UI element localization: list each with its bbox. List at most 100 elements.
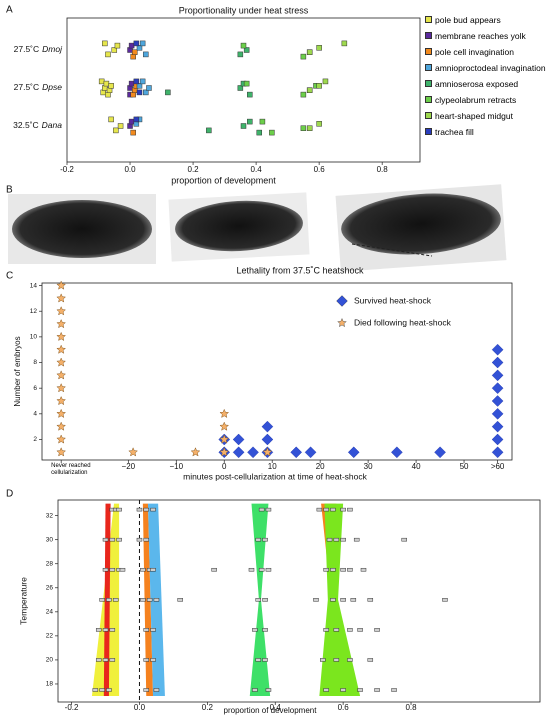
data-point [139, 40, 146, 47]
data-point [109, 537, 116, 542]
star-marker [56, 331, 67, 342]
embryo [341, 193, 501, 255]
diamond-marker [491, 433, 504, 446]
star-marker [219, 421, 230, 431]
data-point [316, 507, 323, 512]
data-point [150, 567, 156, 572]
data-point [340, 688, 346, 692]
plot-frame [57, 499, 541, 703]
embryo-images [8, 184, 507, 272]
data-point [330, 598, 336, 602]
y-tick-label: 32 [46, 512, 54, 519]
data-point [99, 598, 105, 602]
data-point [128, 80, 135, 87]
data-point [367, 658, 374, 662]
data-point [108, 116, 114, 123]
data-point [259, 118, 266, 125]
data-point [106, 688, 112, 692]
chart-title: Lethality from 37.5˚C heatshock [236, 265, 364, 275]
diamond-marker [261, 433, 274, 446]
data-point [347, 567, 353, 572]
data-point [350, 598, 357, 602]
data-point [143, 688, 150, 692]
data-point [177, 598, 183, 602]
y-tick-label: 26 [46, 584, 54, 591]
data-point [300, 53, 307, 60]
data-point [143, 628, 150, 632]
category-temperature: 32.5˚C [13, 120, 39, 130]
data-point [99, 688, 105, 692]
category-species: Dana [42, 120, 63, 130]
data-point [143, 537, 150, 542]
y-tick-label: 30 [46, 536, 54, 543]
star-marker [56, 434, 67, 444]
star-marker [128, 447, 139, 457]
data-point [95, 628, 102, 632]
x-tick-label: 0.4 [251, 165, 263, 174]
diamond-marker [491, 420, 504, 433]
x-tick-label: 30 [364, 462, 373, 471]
legend-label: amnioserosa exposed [435, 79, 519, 89]
x-tick-label: -0.2 [65, 703, 79, 712]
data-point [316, 45, 322, 51]
data-point [401, 537, 407, 542]
data-point [323, 567, 329, 572]
x-tick-label: 0.6 [314, 165, 326, 174]
legend-label: Died following heat-shock [354, 317, 452, 327]
data-point [247, 118, 253, 125]
panel-label: D [6, 489, 13, 500]
data-point [316, 83, 322, 89]
data-point [128, 42, 135, 49]
data-point [146, 598, 153, 602]
panel-label: B [6, 185, 13, 196]
data-point [320, 658, 326, 662]
y-tick-label: 2 [33, 436, 37, 443]
data-point [300, 91, 307, 98]
data-point [340, 567, 346, 572]
diamond-marker [391, 446, 403, 459]
y-tick-label: 4 [33, 411, 37, 418]
plot-frame [41, 282, 513, 461]
plot-frame [66, 17, 421, 163]
data-point [132, 49, 138, 55]
data-point [326, 537, 333, 542]
data-point [323, 688, 329, 692]
embryo [12, 200, 152, 258]
data-point [143, 51, 149, 58]
data-point [133, 78, 140, 85]
data-point [330, 507, 336, 512]
star-marker [56, 370, 67, 380]
panel-label: A [6, 5, 13, 16]
y-tick-label: 10 [30, 334, 38, 341]
data-point [247, 91, 253, 98]
data-point [108, 83, 114, 89]
data-point [237, 85, 244, 91]
star-marker [56, 383, 67, 393]
data-point [112, 598, 119, 602]
legend-label: membrane reaches yolk [435, 31, 526, 41]
data-point [136, 537, 143, 542]
y-tick-label: 20 [46, 657, 54, 664]
legend-item: pole bud appears [425, 15, 551, 25]
y-tick-label: 14 [30, 282, 38, 289]
data-point [258, 567, 265, 572]
data-point [153, 688, 160, 692]
data-point [243, 80, 250, 87]
data-point [391, 688, 397, 692]
data-point [102, 658, 109, 662]
diamond-marker [290, 446, 303, 459]
star-marker [56, 408, 67, 418]
data-point [252, 628, 258, 632]
category-species: Dmoj [42, 44, 63, 54]
star-marker [56, 447, 67, 457]
star-marker [56, 357, 67, 367]
dashed-outline [351, 243, 433, 257]
diamond-marker [434, 446, 446, 459]
data-point [116, 537, 122, 542]
category-temperature: 27.5˚C [14, 82, 40, 92]
data-point [153, 598, 160, 602]
legend-label: pole cell invagination [435, 47, 514, 57]
data-point [306, 87, 313, 93]
panel-label: C [6, 271, 13, 282]
